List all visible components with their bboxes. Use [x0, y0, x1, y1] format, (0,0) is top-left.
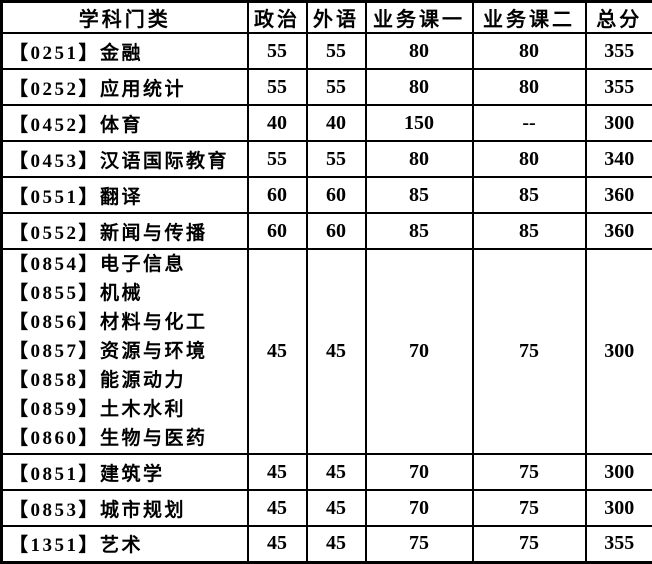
foreign-language-score-cell: 55 — [305, 32, 367, 70]
total-score-cell: 300 — [584, 104, 652, 142]
politics-score-cell: 55 — [246, 140, 308, 178]
category-line: 【0858】能源动力 — [9, 370, 187, 391]
category-line: 【0860】生物与医药 — [9, 428, 208, 449]
header-cell-course2: 业务课二 — [471, 0, 587, 34]
category-cell: 【0453】汉语国际教育 — [0, 140, 249, 178]
course1-score-cell: 80 — [364, 68, 474, 106]
header-cell-politics: 政治 — [246, 0, 308, 34]
table-row-0853: 【0853】城市规划 45 45 70 75 300 — [0, 489, 652, 527]
category-line: 【0854】电子信息 — [9, 254, 187, 275]
total-score-cell: 360 — [584, 176, 652, 214]
table-row-0251: 【0251】金融 55 55 80 80 355 — [0, 32, 652, 70]
politics-score-cell: 40 — [246, 104, 308, 142]
table-row-engineering-group: 【0854】电子信息 【0855】机械 【0856】材料与化工 【0857】资源… — [0, 248, 652, 455]
politics-score-cell: 45 — [246, 489, 308, 527]
header-cell-course1: 业务课一 — [364, 0, 474, 34]
course2-score-cell: 75 — [471, 489, 587, 527]
politics-score-cell: 45 — [246, 453, 308, 491]
total-score-cell: 355 — [584, 68, 652, 106]
politics-score-cell: 55 — [246, 68, 308, 106]
total-score-cell: 355 — [584, 32, 652, 70]
politics-score-cell: 45 — [246, 525, 308, 563]
total-score-cell: 300 — [584, 453, 652, 491]
course2-score-cell: 85 — [471, 176, 587, 214]
category-line: 【0856】材料与化工 — [9, 312, 208, 333]
course2-score-cell: 80 — [471, 32, 587, 70]
category-line: 【0857】资源与环境 — [9, 341, 208, 362]
foreign-language-score-cell: 45 — [305, 525, 367, 563]
table-row-0453: 【0453】汉语国际教育 55 55 80 80 340 — [0, 140, 652, 178]
category-line: 【0855】机械 — [9, 283, 144, 304]
total-score-cell: 300 — [584, 489, 652, 527]
header-row: 学科门类 政治 外语 业务课一 业务课二 总分 — [0, 0, 652, 34]
header-cell-category: 学科门类 — [0, 0, 249, 34]
category-cell: 【1351】艺术 — [0, 525, 249, 563]
category-cell: 【0251】金融 — [0, 32, 249, 70]
politics-score-cell: 60 — [246, 212, 308, 250]
foreign-language-score-cell: 45 — [305, 453, 367, 491]
course2-score-cell: 75 — [471, 525, 587, 563]
course2-score-cell: 80 — [471, 68, 587, 106]
course1-score-cell: 75 — [364, 525, 474, 563]
category-cell: 【0252】应用统计 — [0, 68, 249, 106]
course1-score-cell: 70 — [364, 248, 474, 455]
course1-score-cell: 70 — [364, 489, 474, 527]
category-cell: 【0452】体育 — [0, 104, 249, 142]
total-score-cell: 355 — [584, 525, 652, 563]
foreign-language-score-cell: 55 — [305, 68, 367, 106]
foreign-language-score-cell: 45 — [305, 248, 367, 455]
table-row-0452: 【0452】体育 40 40 150 -- 300 — [0, 104, 652, 142]
total-score-cell: 360 — [584, 212, 652, 250]
category-cell: 【0851】建筑学 — [0, 453, 249, 491]
category-line: 【0859】土木水利 — [9, 399, 187, 420]
foreign-language-score-cell: 55 — [305, 140, 367, 178]
table-row-0551: 【0551】翻译 60 60 85 85 360 — [0, 176, 652, 214]
foreign-language-score-cell: 40 — [305, 104, 367, 142]
total-score-cell: 340 — [584, 140, 652, 178]
course2-score-cell: 75 — [471, 453, 587, 491]
table-row-0851: 【0851】建筑学 45 45 70 75 300 — [0, 453, 652, 491]
table-row-0252: 【0252】应用统计 55 55 80 80 355 — [0, 68, 652, 106]
category-cell: 【0853】城市规划 — [0, 489, 249, 527]
table-row-1351: 【1351】艺术 45 45 75 75 355 — [0, 525, 652, 563]
course1-score-cell: 80 — [364, 140, 474, 178]
course1-score-cell: 85 — [364, 176, 474, 214]
category-cell-multiline: 【0854】电子信息 【0855】机械 【0856】材料与化工 【0857】资源… — [0, 248, 249, 455]
course1-score-cell: 150 — [364, 104, 474, 142]
category-cell: 【0551】翻译 — [0, 176, 249, 214]
table-row-0552: 【0552】新闻与传播 60 60 85 85 360 — [0, 212, 652, 250]
foreign-language-score-cell: 45 — [305, 489, 367, 527]
course2-score-cell: -- — [471, 104, 587, 142]
politics-score-cell: 60 — [246, 176, 308, 214]
course2-score-cell: 75 — [471, 248, 587, 455]
header-cell-foreign-language: 外语 — [305, 0, 367, 34]
header-cell-total: 总分 — [584, 0, 652, 34]
course1-score-cell: 80 — [364, 32, 474, 70]
category-cell: 【0552】新闻与传播 — [0, 212, 249, 250]
total-score-cell: 300 — [584, 248, 652, 455]
course2-score-cell: 85 — [471, 212, 587, 250]
foreign-language-score-cell: 60 — [305, 212, 367, 250]
politics-score-cell: 55 — [246, 32, 308, 70]
politics-score-cell: 45 — [246, 248, 308, 455]
foreign-language-score-cell: 60 — [305, 176, 367, 214]
course1-score-cell: 85 — [364, 212, 474, 250]
course2-score-cell: 80 — [471, 140, 587, 178]
course1-score-cell: 70 — [364, 453, 474, 491]
